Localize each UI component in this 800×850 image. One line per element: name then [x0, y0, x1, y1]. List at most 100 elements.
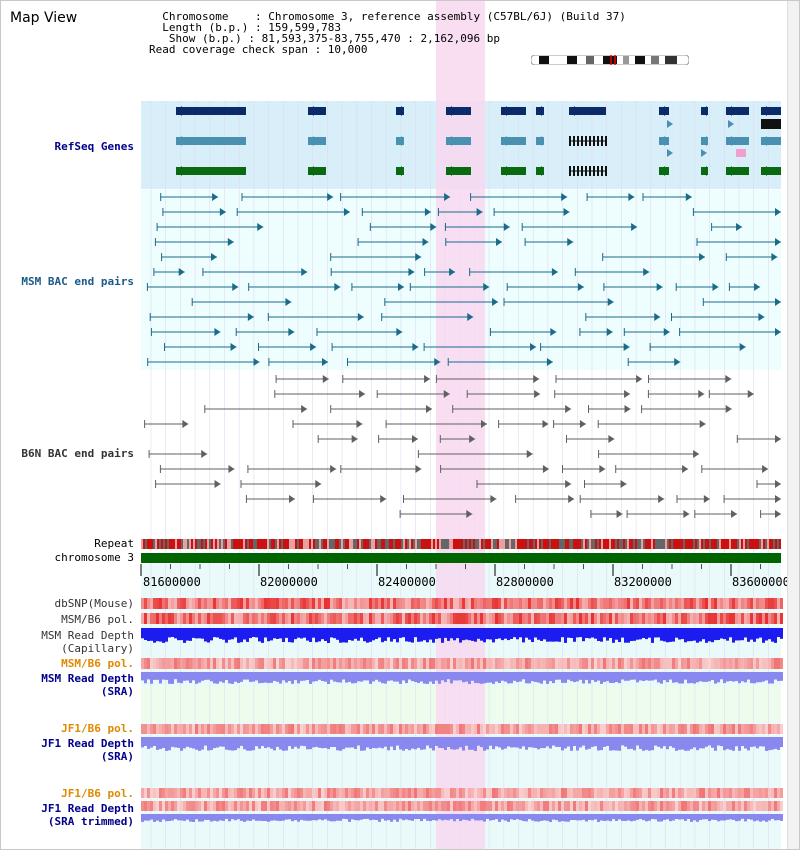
- heatmap-cell: [282, 801, 285, 811]
- read-depth-bar: [666, 737, 669, 750]
- heatmap-cell: [318, 724, 321, 734]
- heatmap-cell: [708, 598, 711, 609]
- heatmap-cell: [204, 801, 207, 811]
- read-depth-bar: [252, 737, 255, 751]
- b6n-bac-pair-end: [351, 435, 358, 443]
- read-depth-bar: [189, 672, 192, 683]
- repeat-segment: [417, 539, 419, 549]
- track-label-jf1-pol-1[interactable]: JF1/B6 pol.: [61, 722, 134, 735]
- heatmap-cell: [483, 658, 486, 669]
- page-title: Map View: [10, 10, 78, 26]
- track-label-repeat[interactable]: Repeat: [94, 537, 134, 550]
- read-depth-bar: [576, 672, 579, 682]
- heatmap-cell: [612, 788, 615, 798]
- repeat-segment: [555, 539, 557, 549]
- track-label-dbsnp[interactable]: dbSNP(Mouse): [54, 597, 134, 610]
- read-depth-bar: [540, 628, 543, 641]
- heatmap-cell: [276, 658, 279, 669]
- gene-strand-arrow: [741, 137, 747, 145]
- heatmap-cell: [399, 801, 402, 811]
- heatmap-cell: [474, 788, 477, 798]
- heatmap-cell: [192, 598, 195, 609]
- read-depth-bar: [222, 628, 225, 640]
- repeat-segment: [175, 539, 177, 549]
- repeat-segment: [499, 539, 501, 549]
- track-label-msm-depth-capillary[interactable]: MSM Read Depth: [41, 629, 134, 642]
- b6n-bac-pair-end: [322, 375, 329, 383]
- read-depth-bar: [450, 672, 453, 684]
- chromosome-ideogram[interactable]: [531, 55, 689, 65]
- read-depth-bar: [519, 814, 522, 821]
- read-depth-bar: [165, 628, 168, 642]
- heatmap-cell: [438, 724, 441, 734]
- heatmap-cell: [528, 788, 531, 798]
- heatmap-cell: [486, 801, 489, 811]
- read-depth-bar: [141, 672, 144, 681]
- heatmap-cell: [591, 613, 594, 624]
- repeat-segment: [593, 539, 595, 549]
- repeat-segment: [149, 539, 151, 549]
- heatmap-cell: [267, 724, 270, 734]
- msm-bac-pair-end: [674, 358, 681, 366]
- heatmap-cell: [405, 613, 408, 624]
- heatmap-cell: [264, 801, 267, 811]
- read-depth-bar: [756, 672, 759, 683]
- repeat-segment: [509, 539, 511, 549]
- gene-block: [176, 107, 246, 115]
- heatmap-cell: [201, 598, 204, 609]
- heatmap-cell: [144, 598, 147, 609]
- read-depth-bar: [579, 737, 582, 748]
- msm-bac-pair-end: [736, 223, 743, 231]
- heatmap-cell: [747, 613, 750, 624]
- repeat-segment: [697, 539, 699, 549]
- track-label-msm-bac[interactable]: MSM BAC end pairs: [21, 275, 134, 288]
- b6n-bac-pair-end: [579, 420, 586, 428]
- repeat-segment: [385, 539, 387, 549]
- heatmap-cell: [165, 801, 168, 811]
- repeat-segment: [249, 539, 251, 549]
- heatmap-cell: [594, 598, 597, 609]
- track-label-b6n-bac[interactable]: B6N BAC end pairs: [21, 447, 134, 460]
- heatmap-cell: [723, 658, 726, 669]
- read-depth-bar: [438, 628, 441, 639]
- track-label-msm-depth-sra[interactable]: MSM Read Depth: [41, 672, 134, 685]
- heatmap-cell: [543, 724, 546, 734]
- read-depth-bar: [723, 737, 726, 751]
- read-depth-bar: [711, 628, 714, 643]
- track-label-jf1-depth-trimmed-sub: (SRA trimmed): [47, 815, 134, 828]
- read-depth-bar: [627, 814, 630, 821]
- track-label-jf1-depth-trimmed[interactable]: JF1 Read Depth: [41, 802, 134, 815]
- read-depth-bar: [198, 672, 201, 683]
- track-label-msm-pol-1[interactable]: MSM/B6 pol.: [61, 613, 134, 626]
- heatmap-cell: [288, 724, 291, 734]
- heatmap-cell: [501, 788, 504, 798]
- track-label-chromosome[interactable]: chromosome 3: [54, 551, 134, 564]
- gene-block: [726, 137, 749, 145]
- heatmap-cell: [315, 613, 318, 624]
- track-label-jf1-pol-2[interactable]: JF1/B6 pol.: [61, 787, 134, 800]
- read-depth-bar: [279, 628, 282, 639]
- heatmap-cell: [417, 613, 420, 624]
- heatmap-cell: [453, 598, 456, 609]
- read-depth-bar: [585, 628, 588, 638]
- heatmap-cell: [252, 801, 255, 811]
- heatmap-cell: [492, 788, 495, 798]
- vertical-scrollbar[interactable]: [787, 1, 799, 849]
- gene-strand-arrow: [536, 166, 542, 176]
- heatmap-cell: [615, 801, 618, 811]
- heatmap-cell: [285, 801, 288, 811]
- heatmap-cell: [159, 724, 162, 734]
- read-depth-bar: [441, 628, 444, 643]
- repeat-segment: [181, 539, 183, 549]
- read-depth-bar: [675, 737, 678, 751]
- heatmap-cell: [420, 788, 423, 798]
- read-depth-bar: [702, 628, 705, 640]
- track-label-refseq[interactable]: RefSeq Genes: [54, 140, 134, 153]
- track-label-msm-pol-2[interactable]: MSM/B6 pol.: [61, 657, 134, 670]
- heatmap-cell: [396, 788, 399, 798]
- track-label-jf1-depth-sra[interactable]: JF1 Read Depth: [41, 737, 134, 750]
- heatmap-cell: [483, 613, 486, 624]
- repeat-segment: [395, 539, 397, 549]
- read-depth-bar: [453, 737, 456, 750]
